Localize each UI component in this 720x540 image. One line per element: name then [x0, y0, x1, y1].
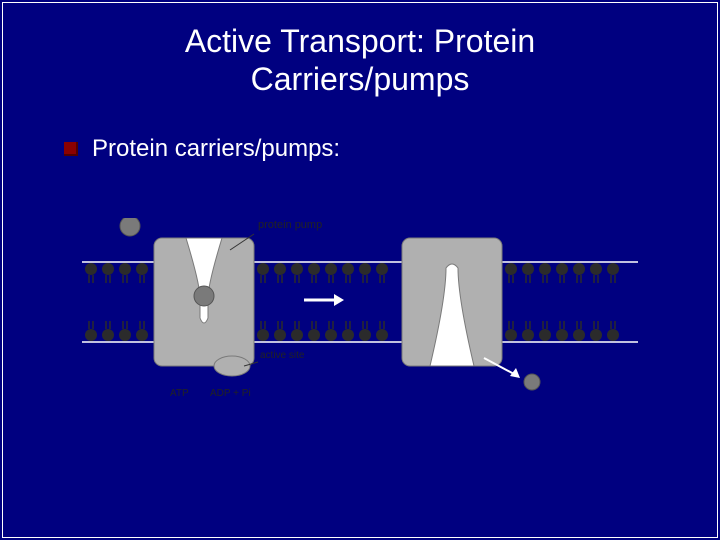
- slide: Active Transport: Protein Carriers/pumps…: [0, 0, 720, 540]
- title-line-1: Active Transport: Protein: [185, 23, 535, 59]
- body-text: Protein carriers/pumps:: [0, 99, 720, 163]
- bullet-text: Protein carriers/pumps:: [92, 135, 340, 162]
- svg-text:active site: active site: [260, 350, 305, 361]
- bullet-icon: [64, 142, 78, 156]
- title-line-2: Carriers/pumps: [251, 61, 470, 97]
- svg-text:ATP: ATP: [170, 388, 189, 399]
- slide-title: Active Transport: Protein Carriers/pumps: [0, 0, 720, 99]
- diagram: protein pump active site ATP ADP + Pi: [82, 218, 638, 448]
- svg-text:protein pump: protein pump: [258, 219, 322, 231]
- membrane-pump-diagram: protein pump active site ATP ADP + Pi: [82, 218, 638, 448]
- svg-text:ADP + Pi: ADP + Pi: [210, 388, 251, 399]
